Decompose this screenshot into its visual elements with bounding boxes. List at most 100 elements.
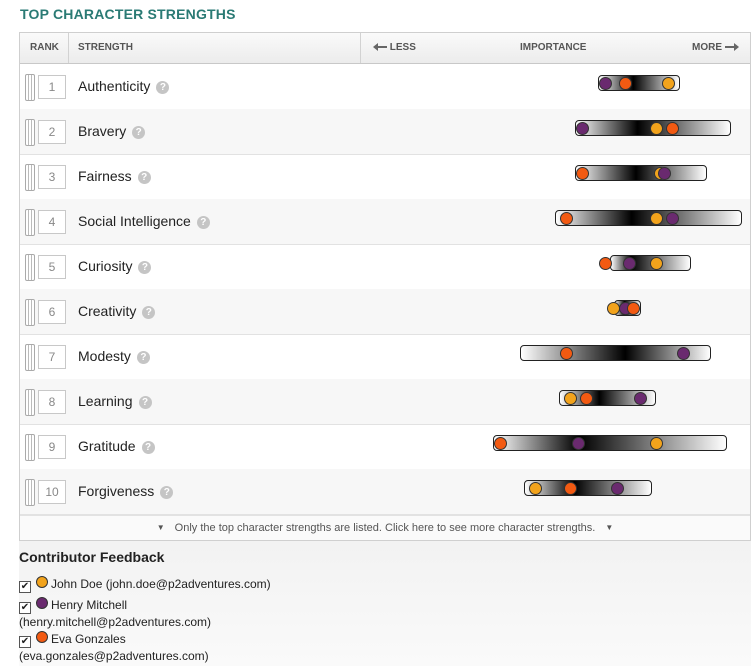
henry-rating-marker [599,77,613,90]
contributor-item: ✔ John Doe (john.doe@p2adventures.com) [19,576,419,593]
see-more-link[interactable]: ▼ Only the top character strengths are li… [20,515,750,540]
drag-handle-icon[interactable] [25,119,35,146]
rank-input[interactable]: 2 [38,120,66,144]
more-label: MORE [692,42,722,53]
help-icon[interactable]: ? [142,306,156,319]
drag-handle-icon[interactable] [25,254,35,281]
eva-rating-marker [493,437,507,450]
help-icon[interactable]: ? [160,486,174,499]
contributor-name: Henry Mitchell [51,598,128,612]
contributor-item: ✔ Henry Mitchell (henry.mitchell@p2advent… [19,597,319,631]
help-icon[interactable]: ? [138,396,152,409]
strength-label: Creativity [78,303,137,319]
drag-handle-icon[interactable] [25,479,35,506]
john-rating-marker [529,482,542,495]
help-icon[interactable]: ? [136,351,150,364]
drag-handle-icon[interactable] [25,434,35,461]
henry-rating-marker [677,347,691,360]
help-icon[interactable]: ? [132,126,146,139]
help-icon[interactable]: ? [156,81,170,94]
strength-name: Forgiveness? [78,483,174,499]
contributor-checkbox[interactable]: ✔ [19,581,31,593]
table-row[interactable]: 6 Creativity? [20,289,750,335]
importance-range-bar [597,75,680,91]
drag-handle-icon[interactable] [25,389,35,416]
john-color-dot-icon [36,576,48,588]
rank-input[interactable]: 8 [38,390,66,414]
help-icon[interactable]: ? [138,261,152,274]
strength-label: Bravery [78,123,127,139]
rank-input[interactable]: 9 [38,435,66,459]
drag-handle-icon[interactable] [25,209,35,236]
strength-label: Social Intelligence [78,213,191,229]
table-row[interactable]: 2 Bravery? [20,109,750,155]
strength-header: STRENGTH [78,42,133,53]
importance-range-bar [492,435,727,451]
strength-name: Curiosity? [78,258,152,274]
importance-range-bar [574,165,708,181]
table-row[interactable]: 7 Modesty? [20,334,750,380]
contributor-feedback: Contributor Feedback ✔ John Doe (john.doe… [19,540,751,666]
table-row[interactable]: 4 Social Intelligence? [20,199,750,245]
arrow-right-icon [724,43,739,52]
importance-header: IMPORTANCE [520,42,587,53]
help-icon[interactable]: ? [137,171,151,184]
header-divider [360,33,361,63]
less-sort-button[interactable]: LESS [373,42,416,53]
eva-rating-marker [618,77,632,90]
table-row[interactable]: 8 Learning? [20,379,750,425]
page-title: TOP CHARACTER STRENGTHS [20,6,236,22]
strength-name: Creativity? [78,303,156,319]
contributor-checkbox[interactable]: ✔ [19,602,31,614]
table-row[interactable]: 5 Curiosity? [20,244,750,290]
rank-input[interactable]: 10 [38,480,66,504]
henry-rating-marker [571,437,585,450]
contributor-email: (henry.mitchell@p2adventures.com) [19,615,212,629]
contributor-email: (eva.gonzales@p2adventures.com) [19,649,209,663]
henry-rating-marker [622,257,636,270]
henry-rating-marker [610,482,624,495]
drag-handle-icon[interactable] [25,74,35,101]
henry-color-dot-icon [36,597,48,609]
drag-handle-icon[interactable] [25,164,35,191]
eva-rating-marker [575,167,589,180]
more-sort-button[interactable]: MORE [692,42,739,53]
table-row[interactable]: 10 Forgiveness? [20,469,750,515]
table-header: RANK STRENGTH LESS IMPORTANCE MORE [20,33,750,64]
john-rating-marker [564,392,578,405]
strength-label: Fairness [78,168,132,184]
strength-name: Learning? [78,393,152,409]
eva-rating-marker [665,122,679,135]
help-icon[interactable]: ? [196,216,210,229]
table-row[interactable]: 1 Authenticity? [20,64,750,110]
table-row[interactable]: 9 Gratitude? [20,424,750,470]
john-rating-marker [661,77,675,90]
contributor-email: (john.doe@p2adventures.com) [105,577,271,591]
rank-input[interactable]: 4 [38,210,66,234]
strength-name: Gratitude? [78,438,155,454]
strength-name: Fairness? [78,168,151,184]
drag-handle-icon[interactable] [25,344,35,371]
help-icon[interactable]: ? [141,441,155,454]
rank-input[interactable]: 5 [38,255,66,279]
table-row[interactable]: 3 Fairness? [20,154,750,200]
strengths-table: RANK STRENGTH LESS IMPORTANCE MORE 1 Auth… [19,32,751,541]
henry-rating-marker [575,122,589,135]
feedback-title: Contributor Feedback [19,549,165,565]
strength-label: Forgiveness [78,483,155,499]
rank-input[interactable]: 6 [38,300,66,324]
eva-rating-marker [560,347,574,360]
rank-input[interactable]: 1 [38,75,66,99]
strength-label: Modesty [78,348,131,364]
drag-handle-icon[interactable] [25,299,35,326]
contributor-checkbox[interactable]: ✔ [19,636,31,648]
john-rating-marker [649,122,663,135]
importance-range-bar [555,210,743,226]
rank-input[interactable]: 3 [38,165,66,189]
strength-name: Authenticity? [78,78,170,94]
eva-rating-marker [599,257,613,270]
contributor-name: John Doe [51,577,103,591]
rank-input[interactable]: 7 [38,345,66,369]
arrow-left-icon [373,43,387,52]
strength-label: Learning [78,393,133,409]
